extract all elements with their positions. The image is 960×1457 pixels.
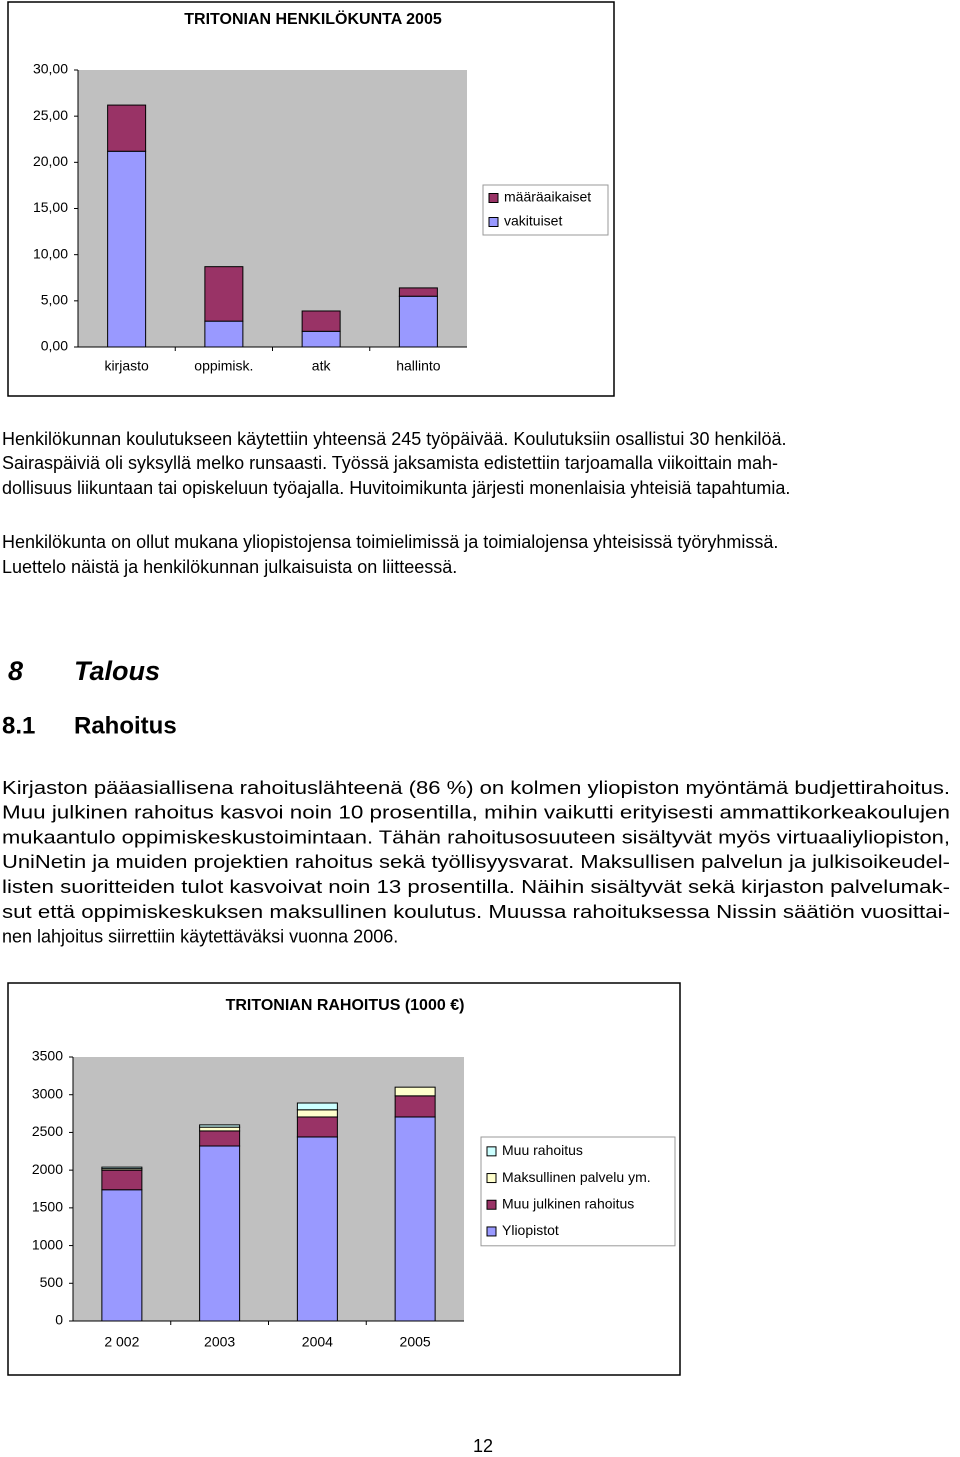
bar-segment — [301, 330, 341, 348]
y-tick-label: 5,00 — [41, 292, 68, 308]
bar-segment — [107, 150, 147, 348]
bar-segment — [301, 310, 341, 332]
legend-label: Yliopistot — [502, 1222, 559, 1238]
y-tick-label: 0 — [55, 1312, 63, 1328]
paragraph-line: Sairaspäiviä oli syksyllä melko runsaast… — [2, 453, 778, 473]
bar-segment — [296, 1109, 338, 1118]
x-tick-label: hallinto — [396, 358, 441, 374]
y-tick-label: 30,00 — [33, 61, 68, 77]
paragraph-line: Henkilökunta on ollut mukana yliopistoje… — [2, 532, 778, 552]
legend-label: Muu julkinen rahoitus — [502, 1195, 634, 1211]
paragraph-line: nen lahjoitus siirrettiin käytettäväksi … — [2, 927, 398, 947]
heading-title: Rahoitus — [74, 712, 177, 739]
bar-segment — [101, 1169, 143, 1191]
y-tick-label: 10,00 — [33, 245, 68, 261]
heading-number: 8.1 — [2, 712, 35, 739]
bar-segment — [107, 104, 147, 152]
legend-swatch — [486, 1199, 497, 1210]
x-tick-label: 2005 — [400, 1334, 431, 1350]
y-tick-label: 1500 — [32, 1199, 63, 1215]
paragraph-line: Luettelo näistä ja henkilökunnan julkais… — [2, 557, 457, 577]
bar-segment — [394, 1095, 436, 1118]
paragraph-line: Henkilökunnan koulutukseen käytettiin yh… — [2, 429, 787, 449]
bar-segment — [101, 1189, 143, 1322]
legend-label: Maksullinen palvelu ym. — [502, 1169, 651, 1185]
chart-title: TRITONIAN RAHOITUS (1000 €) — [226, 997, 465, 1014]
bar-segment — [296, 1116, 338, 1138]
bar-segment — [204, 266, 244, 322]
y-tick-label: 2000 — [32, 1161, 63, 1177]
x-tick-label: kirjasto — [104, 358, 149, 374]
x-tick-label: 2 002 — [104, 1334, 139, 1350]
bar-segment — [394, 1086, 436, 1097]
legend-box — [480, 1136, 676, 1247]
y-tick-label: 2500 — [32, 1123, 63, 1139]
y-tick-label: 500 — [40, 1274, 64, 1290]
legend-label: määräaikaiset — [504, 189, 591, 205]
legend-label: vakituiset — [504, 213, 562, 229]
x-tick-label: 2003 — [204, 1334, 235, 1350]
heading-title: Talous — [74, 656, 160, 686]
x-tick-label: oppimisk. — [194, 358, 253, 374]
heading-number: 8 — [8, 656, 23, 686]
bar-segment — [398, 287, 438, 297]
bar-segment — [296, 1136, 338, 1322]
bar-segment — [199, 1145, 241, 1322]
paragraph-line: sut että oppimiskeskuksen maksullinen ko… — [2, 902, 950, 922]
x-tick-label: atk — [312, 358, 332, 374]
y-tick-label: 15,00 — [33, 199, 68, 215]
y-tick-label: 1000 — [32, 1236, 63, 1252]
legend-swatch — [486, 1226, 497, 1237]
bar-segment — [199, 1124, 241, 1128]
legend-label: Muu rahoitus — [502, 1142, 583, 1158]
bar-segment — [398, 295, 438, 348]
bar-segment — [296, 1102, 338, 1111]
bar-segment — [199, 1130, 241, 1147]
legend-box — [482, 184, 609, 236]
chart-title: TRITONIAN HENKILÖKUNTA 2005 — [184, 9, 442, 28]
y-tick-label: 0,00 — [41, 338, 68, 354]
paragraph-line: mukaantulo oppimiskeskustoimintaan. Tähä… — [2, 827, 950, 847]
paragraph-line: Muu julkinen rahoitus kasvoi noin 10 pro… — [2, 803, 950, 823]
paragraph-line: Kirjaston pääasiallisena rahoituslähteen… — [2, 778, 950, 798]
bar-segment — [394, 1116, 436, 1322]
page-number: 12 — [473, 1436, 493, 1456]
y-tick-label: 3000 — [32, 1085, 63, 1101]
x-tick-label: 2004 — [302, 1334, 333, 1350]
paragraph-line: dollisuus liikuntaan tai opiskeluun työa… — [2, 478, 790, 498]
bar-segment — [204, 320, 244, 348]
paragraph-line: UniNetin ja muiden projektien rahoitus s… — [2, 852, 950, 872]
bar-segment — [199, 1126, 241, 1132]
legend-swatch — [488, 217, 499, 227]
y-tick-label: 3500 — [32, 1048, 63, 1064]
legend-swatch — [488, 193, 499, 203]
y-tick-label: 25,00 — [33, 107, 68, 123]
bar-segment — [101, 1166, 143, 1170]
paragraph-line: listen suoritteiden tulot kasvoivat noin… — [2, 877, 950, 897]
legend-swatch — [486, 1173, 497, 1184]
y-tick-label: 20,00 — [33, 153, 68, 169]
legend-swatch — [486, 1146, 497, 1157]
